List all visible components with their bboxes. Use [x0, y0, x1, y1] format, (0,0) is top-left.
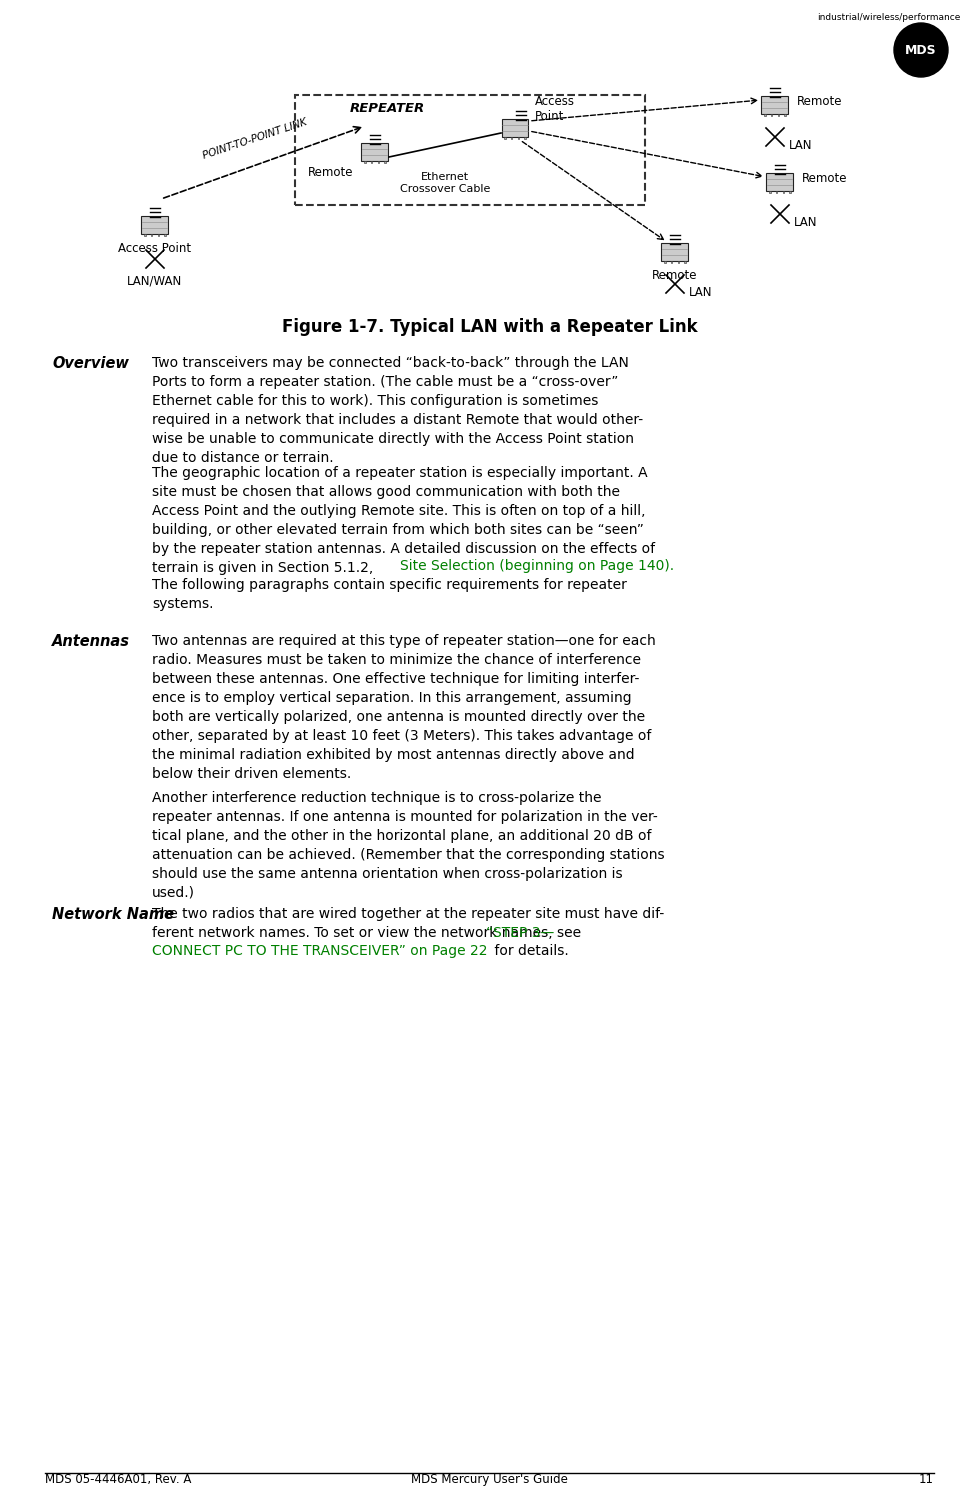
Text: Overview: Overview — [52, 356, 129, 371]
Text: Two transceivers may be connected “back-to-back” through the LAN
Ports to form a: Two transceivers may be connected “back-… — [152, 356, 643, 465]
Text: The following paragraphs contain specific requirements for repeater
systems.: The following paragraphs contain specifi… — [152, 578, 626, 611]
Text: Network Name: Network Name — [52, 907, 174, 922]
Text: Remote: Remote — [796, 95, 842, 107]
Text: Access Point: Access Point — [118, 242, 192, 256]
FancyBboxPatch shape — [761, 96, 787, 114]
Text: Antennas: Antennas — [52, 635, 130, 650]
Text: LAN: LAN — [788, 138, 812, 152]
Text: LAN/WAN: LAN/WAN — [127, 275, 183, 287]
FancyBboxPatch shape — [142, 217, 168, 235]
Text: industrial/wireless/performance: industrial/wireless/performance — [817, 14, 960, 23]
Text: Another interference reduction technique is to cross-polarize the
repeater anten: Another interference reduction technique… — [152, 791, 664, 899]
Text: MDS: MDS — [905, 44, 936, 57]
Text: POINT-TO-POINT LINK: POINT-TO-POINT LINK — [201, 116, 308, 161]
Text: Remote: Remote — [651, 269, 697, 283]
FancyBboxPatch shape — [361, 143, 388, 161]
Circle shape — [893, 23, 947, 77]
Text: LAN: LAN — [689, 286, 712, 299]
Text: Remote: Remote — [307, 165, 353, 179]
Text: MDS Mercury User's Guide: MDS Mercury User's Guide — [411, 1472, 567, 1486]
Text: CONNECT PC TO THE TRANSCEIVER” on Page 22: CONNECT PC TO THE TRANSCEIVER” on Page 2… — [152, 945, 487, 958]
Text: Access
Point: Access Point — [534, 95, 574, 123]
Text: for details.: for details. — [490, 945, 568, 958]
Text: The geographic location of a repeater station is especially important. A
site mu: The geographic location of a repeater st… — [152, 466, 654, 575]
Text: REPEATER: REPEATER — [350, 102, 424, 114]
Text: Ethernet
Crossover Cable: Ethernet Crossover Cable — [399, 171, 490, 194]
FancyBboxPatch shape — [766, 173, 793, 191]
Text: Site Selection (beginning on Page 140).: Site Selection (beginning on Page 140). — [400, 558, 674, 573]
Text: Remote: Remote — [801, 171, 847, 185]
Text: LAN: LAN — [793, 217, 817, 229]
FancyBboxPatch shape — [501, 119, 528, 137]
Text: Figure 1-7. Typical LAN with a Repeater Link: Figure 1-7. Typical LAN with a Repeater … — [282, 317, 696, 335]
FancyBboxPatch shape — [661, 244, 688, 262]
Text: Two antennas are required at this type of repeater station—one for each
radio. M: Two antennas are required at this type o… — [152, 635, 655, 781]
Text: “STEP 3—: “STEP 3— — [485, 925, 554, 940]
Text: The two radios that are wired together at the repeater site must have dif-
feren: The two radios that are wired together a… — [152, 907, 663, 940]
Text: 11: 11 — [918, 1472, 933, 1486]
Text: MDS 05-4446A01, Rev. A: MDS 05-4446A01, Rev. A — [45, 1472, 191, 1486]
